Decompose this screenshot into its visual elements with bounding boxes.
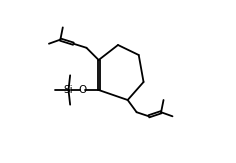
Text: O: O — [78, 85, 86, 95]
Text: Si: Si — [64, 85, 73, 95]
